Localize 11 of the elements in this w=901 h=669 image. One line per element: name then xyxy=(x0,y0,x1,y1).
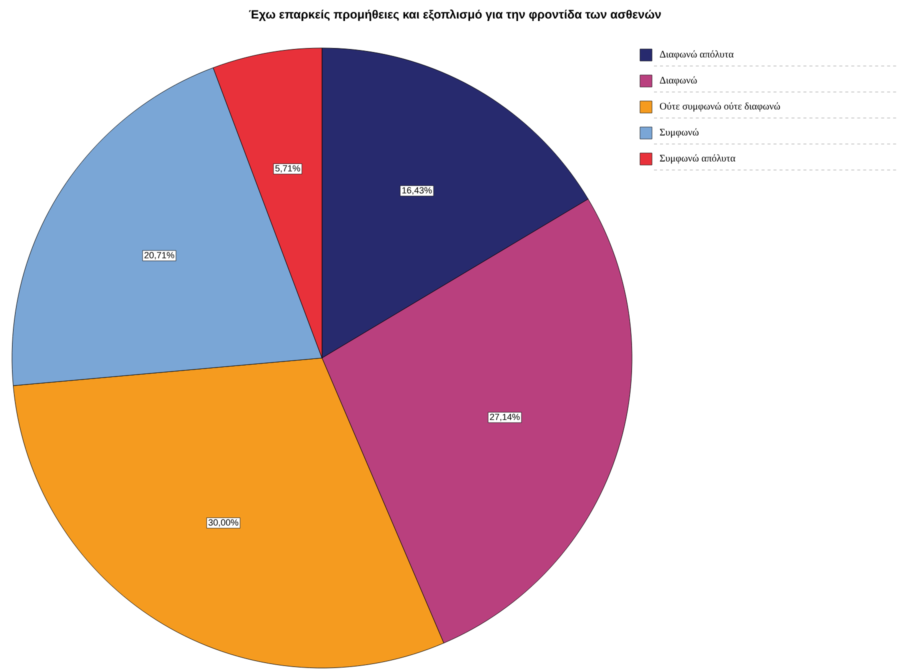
data-label: 20,71% xyxy=(144,252,174,260)
data-label: 16,43% xyxy=(402,187,432,195)
chart-title: Έχω επαρκείς προμήθειες και εξοπλισμό για την φροντίδα των ασθενών xyxy=(248,10,661,21)
legend-label: Συμφωνώ xyxy=(660,128,699,138)
data-label: 27,14% xyxy=(490,414,520,422)
legend-label: Συμφωνώ απόλυτα xyxy=(660,154,736,164)
data-label: 30,00% xyxy=(208,519,238,527)
legend-label: Διαφωνώ xyxy=(660,76,697,86)
data-label: 5,71% xyxy=(275,165,300,173)
legend-label: Ούτε συμφωνώ ούτε διαφωνώ xyxy=(660,102,780,112)
legend-label: Διαφωνώ απόλυτα xyxy=(660,50,734,60)
